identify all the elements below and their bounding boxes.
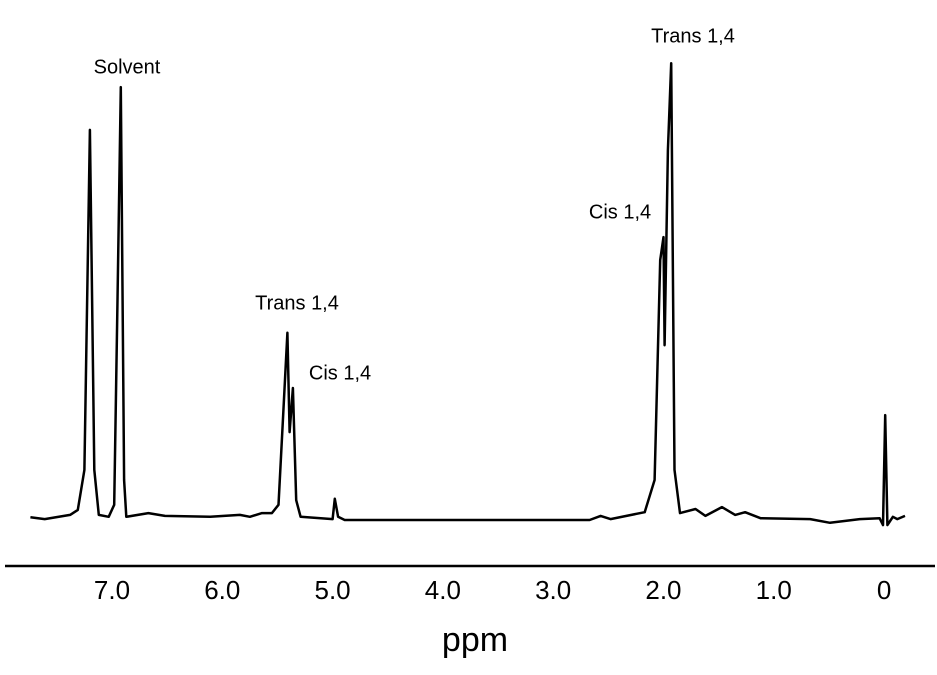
- x-tick-label: 2.0: [645, 575, 681, 605]
- spectrum-line: [30, 61, 906, 527]
- peak-annotation: Trans 1,4: [651, 25, 735, 47]
- peak-annotation: Cis 1,4: [589, 201, 651, 223]
- x-tick-label: 3.0: [535, 575, 571, 605]
- peak-annotation: Trans 1,4: [255, 292, 339, 314]
- peak-annotation: Cis 1,4: [309, 362, 371, 384]
- x-axis-label: ppm: [442, 621, 508, 659]
- x-tick-label: 5.0: [315, 575, 351, 605]
- x-tick-label: 4.0: [425, 575, 461, 605]
- peak-annotation: Solvent: [94, 56, 161, 78]
- x-tick-label: 1.0: [756, 575, 792, 605]
- x-tick-label: 0: [877, 575, 891, 605]
- x-tick-label: 7.0: [94, 575, 130, 605]
- x-tick-label: 6.0: [204, 575, 240, 605]
